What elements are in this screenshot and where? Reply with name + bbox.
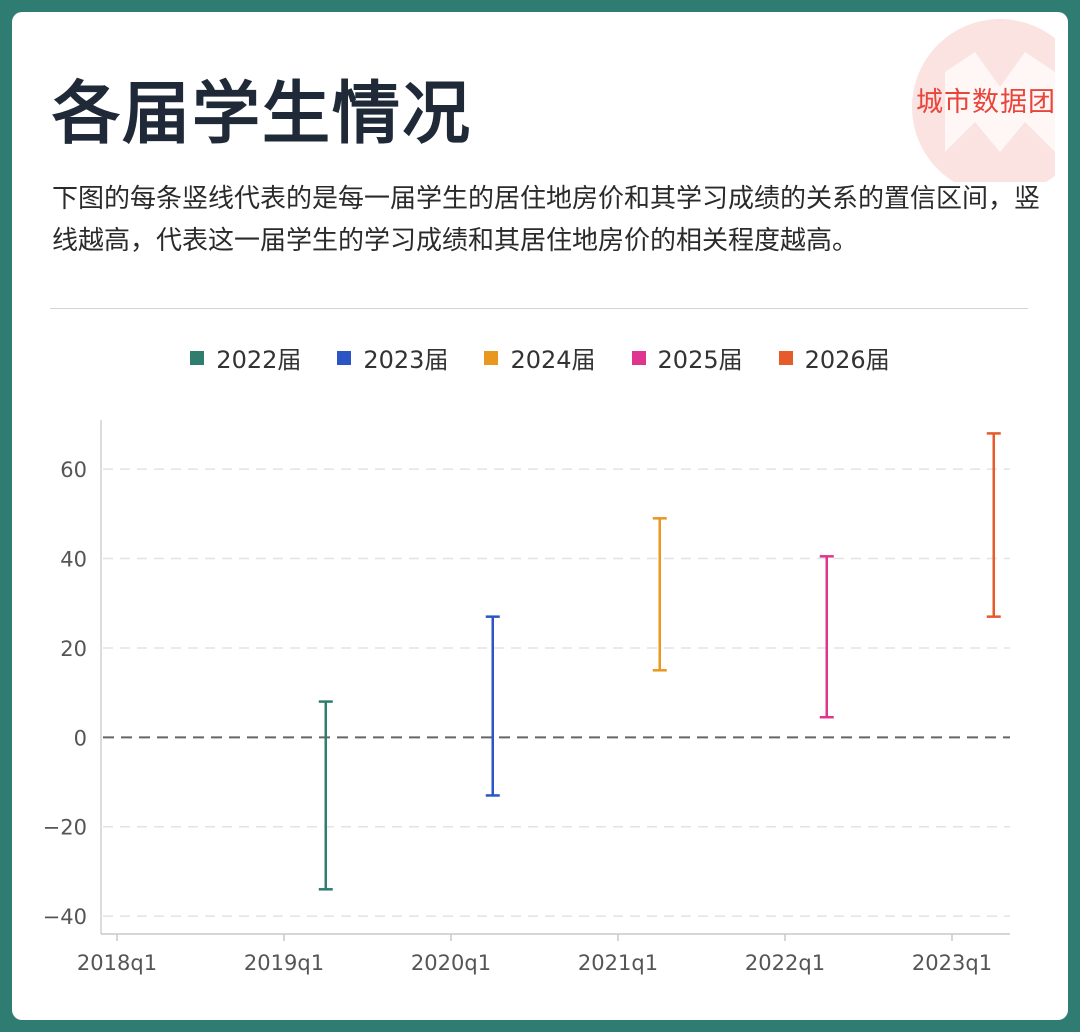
x-tick-label: 2021q1 bbox=[578, 951, 658, 975]
legend-item[interactable]: 2024届 bbox=[484, 340, 596, 375]
legend-label: 2026届 bbox=[804, 346, 890, 374]
x-tick-label: 2019q1 bbox=[244, 951, 324, 975]
y-tick-label: 40 bbox=[60, 548, 87, 572]
brand-label: 城市数据团 bbox=[916, 87, 1056, 118]
x-tick-label: 2022q1 bbox=[745, 951, 825, 975]
x-tick-label: 2020q1 bbox=[411, 951, 491, 975]
legend-swatch bbox=[631, 350, 646, 365]
y-tick-label: 20 bbox=[60, 637, 87, 661]
legend-item[interactable]: 2022届 bbox=[190, 340, 301, 375]
y-tick-label: 60 bbox=[60, 458, 87, 482]
legend-item[interactable]: 2026届 bbox=[778, 340, 890, 375]
legend-swatch bbox=[190, 350, 205, 365]
legend-item[interactable]: 2025届 bbox=[631, 340, 743, 375]
y-tick-label: −40 bbox=[43, 905, 87, 929]
legend-item[interactable]: 2023届 bbox=[337, 340, 448, 375]
watermark-logo-icon bbox=[912, 19, 1055, 182]
page-title: 各届学生情况 bbox=[52, 75, 473, 154]
legend-label: 2022届 bbox=[216, 346, 302, 374]
x-tick-label: 2023q1 bbox=[912, 951, 992, 975]
chart-card: 城市数据团 各届学生情况 下图的每条竖线代表的是每一届学生的居住地房价和其学习成… bbox=[12, 12, 1068, 1020]
chart-description: 下图的每条竖线代表的是每一届学生的居住地房价和其学习成绩的关系的置信区间，竖线越… bbox=[52, 184, 1041, 256]
x-tick-label: 2018q1 bbox=[77, 951, 157, 975]
errorbar-chart: 60 40 20 0 −20 −40 2018q1 2019q1 2020q1 2021q1 202… bbox=[43, 420, 1010, 975]
legend-swatch bbox=[778, 350, 793, 365]
legend-swatch bbox=[337, 350, 352, 365]
legend-label: 2024届 bbox=[510, 346, 596, 374]
chart-legend: 2022届 2023届 2024届 2025届 2026届 bbox=[12, 340, 1068, 375]
y-tick-label: −20 bbox=[43, 816, 87, 840]
y-tick-label: 0 bbox=[74, 726, 87, 750]
legend-swatch bbox=[484, 350, 499, 365]
legend-label: 2025届 bbox=[657, 346, 743, 374]
divider bbox=[50, 308, 1028, 309]
legend-label: 2023届 bbox=[363, 346, 449, 374]
